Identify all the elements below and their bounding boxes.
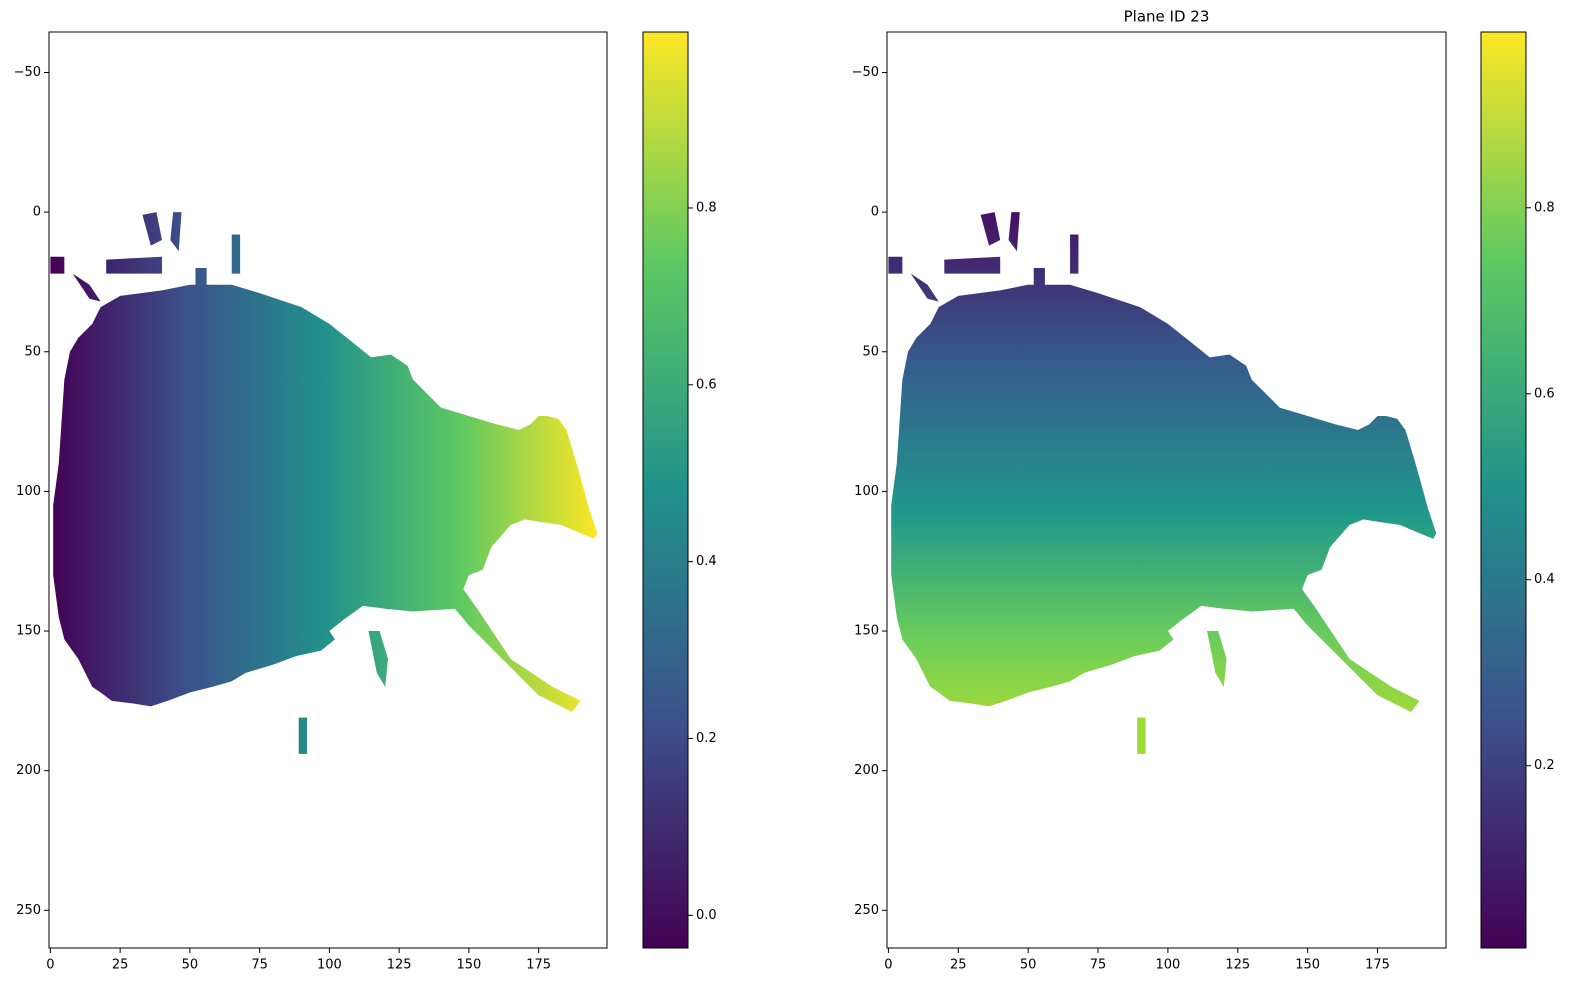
axes: 0 25 50 75 100 125 150 175 −50 0 50 100 150 200 250 Pla…	[852, 8, 1555, 973]
x-tick-label: 25	[112, 958, 129, 973]
image	[888, 212, 1437, 754]
colorbar-tick-label: 0.6	[1534, 386, 1555, 401]
x-tick-label: 0	[884, 958, 892, 973]
heatmap-region	[888, 212, 1437, 754]
y-tick-label: −50	[852, 65, 879, 80]
colorbar	[642, 31, 689, 949]
y-tick-label: 200	[854, 763, 879, 778]
x-tick-label: 175	[1365, 958, 1390, 973]
y-tick-label: 100	[16, 484, 41, 499]
x-tick-label: 50	[182, 958, 199, 973]
x-tick-label: 100	[1155, 958, 1180, 973]
image	[50, 212, 598, 754]
colorbar-tick-label: 0.4	[1534, 572, 1555, 587]
y-tick-label: 0	[871, 205, 879, 220]
axes: 0 25 50 75 100 125 150 175 −50 0 50 100 150 200 250 0.0…	[14, 31, 717, 973]
colorbar-tick-label: 0.0	[696, 908, 717, 923]
y-tick-label: −50	[14, 65, 41, 80]
axes-frame	[886, 31, 1447, 949]
x-tick-label: 125	[387, 958, 412, 973]
colorbar	[1480, 31, 1527, 949]
colorbar-tick-label: 0.2	[1534, 758, 1555, 773]
y-tick-label: 200	[16, 763, 41, 778]
heatmap-region	[50, 212, 598, 754]
x-tick-label: 25	[950, 958, 967, 973]
x-tick-label: 100	[317, 958, 342, 973]
colorbar-tick-label: 0.8	[696, 200, 717, 215]
colorbar-tick-label: 0.4	[696, 554, 717, 569]
y-tick-label: 150	[854, 624, 879, 639]
y-tick-label: 0	[33, 205, 41, 220]
colorbar-tick-label: 0.6	[696, 377, 717, 392]
x-tick-label: 50	[1020, 958, 1037, 973]
y-tick-label: 250	[854, 903, 879, 918]
y-tick-label: 50	[24, 344, 41, 359]
x-tick-label: 75	[1090, 958, 1107, 973]
x-tick-label: 75	[251, 958, 268, 973]
y-tick-label: 50	[862, 344, 879, 359]
axes-title: Plane ID 23	[1124, 8, 1210, 26]
colorbar-tick-label: 0.8	[1534, 200, 1555, 215]
axes-frame	[48, 31, 608, 949]
x-tick-label: 150	[456, 958, 481, 973]
y-tick-label: 250	[16, 903, 41, 918]
x-tick-label: 0	[46, 958, 54, 973]
colorbar-tick-label: 0.2	[696, 731, 717, 746]
x-tick-label: 125	[1225, 958, 1250, 973]
x-tick-label: 175	[526, 958, 551, 973]
y-tick-label: 150	[16, 624, 41, 639]
x-tick-label: 150	[1295, 958, 1320, 973]
y-tick-label: 100	[854, 484, 879, 499]
